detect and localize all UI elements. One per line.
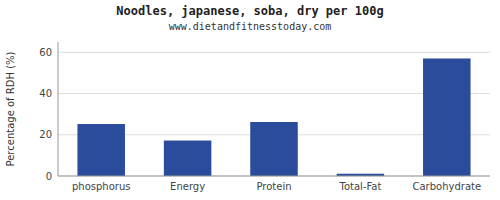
x-axis-line — [58, 176, 490, 177]
y-tick-label: 0 — [46, 171, 52, 182]
x-tick-label: Carbohydrate — [412, 181, 481, 192]
bar — [164, 141, 212, 176]
page: {"chart_data": {"type": "bar", "title": … — [0, 0, 500, 200]
chart-svg: Noodles, japanese, soba, dry per 100g www… — [0, 0, 500, 200]
y-tick-label: 40 — [39, 88, 52, 99]
title: Noodles, japanese, soba, dry per 100g — [116, 4, 383, 18]
grid-line — [58, 176, 490, 177]
grid — [58, 52, 490, 176]
bar — [250, 122, 298, 176]
x-tick-label: phosphorus — [72, 181, 130, 192]
x-tick-label: Protein — [256, 181, 291, 192]
x-axis-ticks: phosphorus Energy Protein Total-Fat Carbohyd… — [72, 181, 481, 192]
bars — [77, 58, 470, 176]
y-axis-label: Percentage of RDH (%) — [5, 51, 16, 166]
y-axis-line — [58, 42, 59, 176]
y-tick-label: 60 — [39, 47, 52, 58]
subtitle: www.dietandfitnesstoday.com — [169, 21, 332, 32]
chart-container: Noodles, japanese, soba, dry per 100g www… — [0, 0, 500, 200]
y-tick-label: 20 — [39, 129, 52, 140]
bar — [77, 124, 125, 176]
grid-line — [58, 52, 490, 53]
x-tick-label: Total-Fat — [338, 181, 381, 192]
x-tick-label: Energy — [170, 181, 205, 192]
bar — [423, 58, 471, 176]
y-axis-ticks: 0 20 40 60 — [39, 47, 52, 182]
